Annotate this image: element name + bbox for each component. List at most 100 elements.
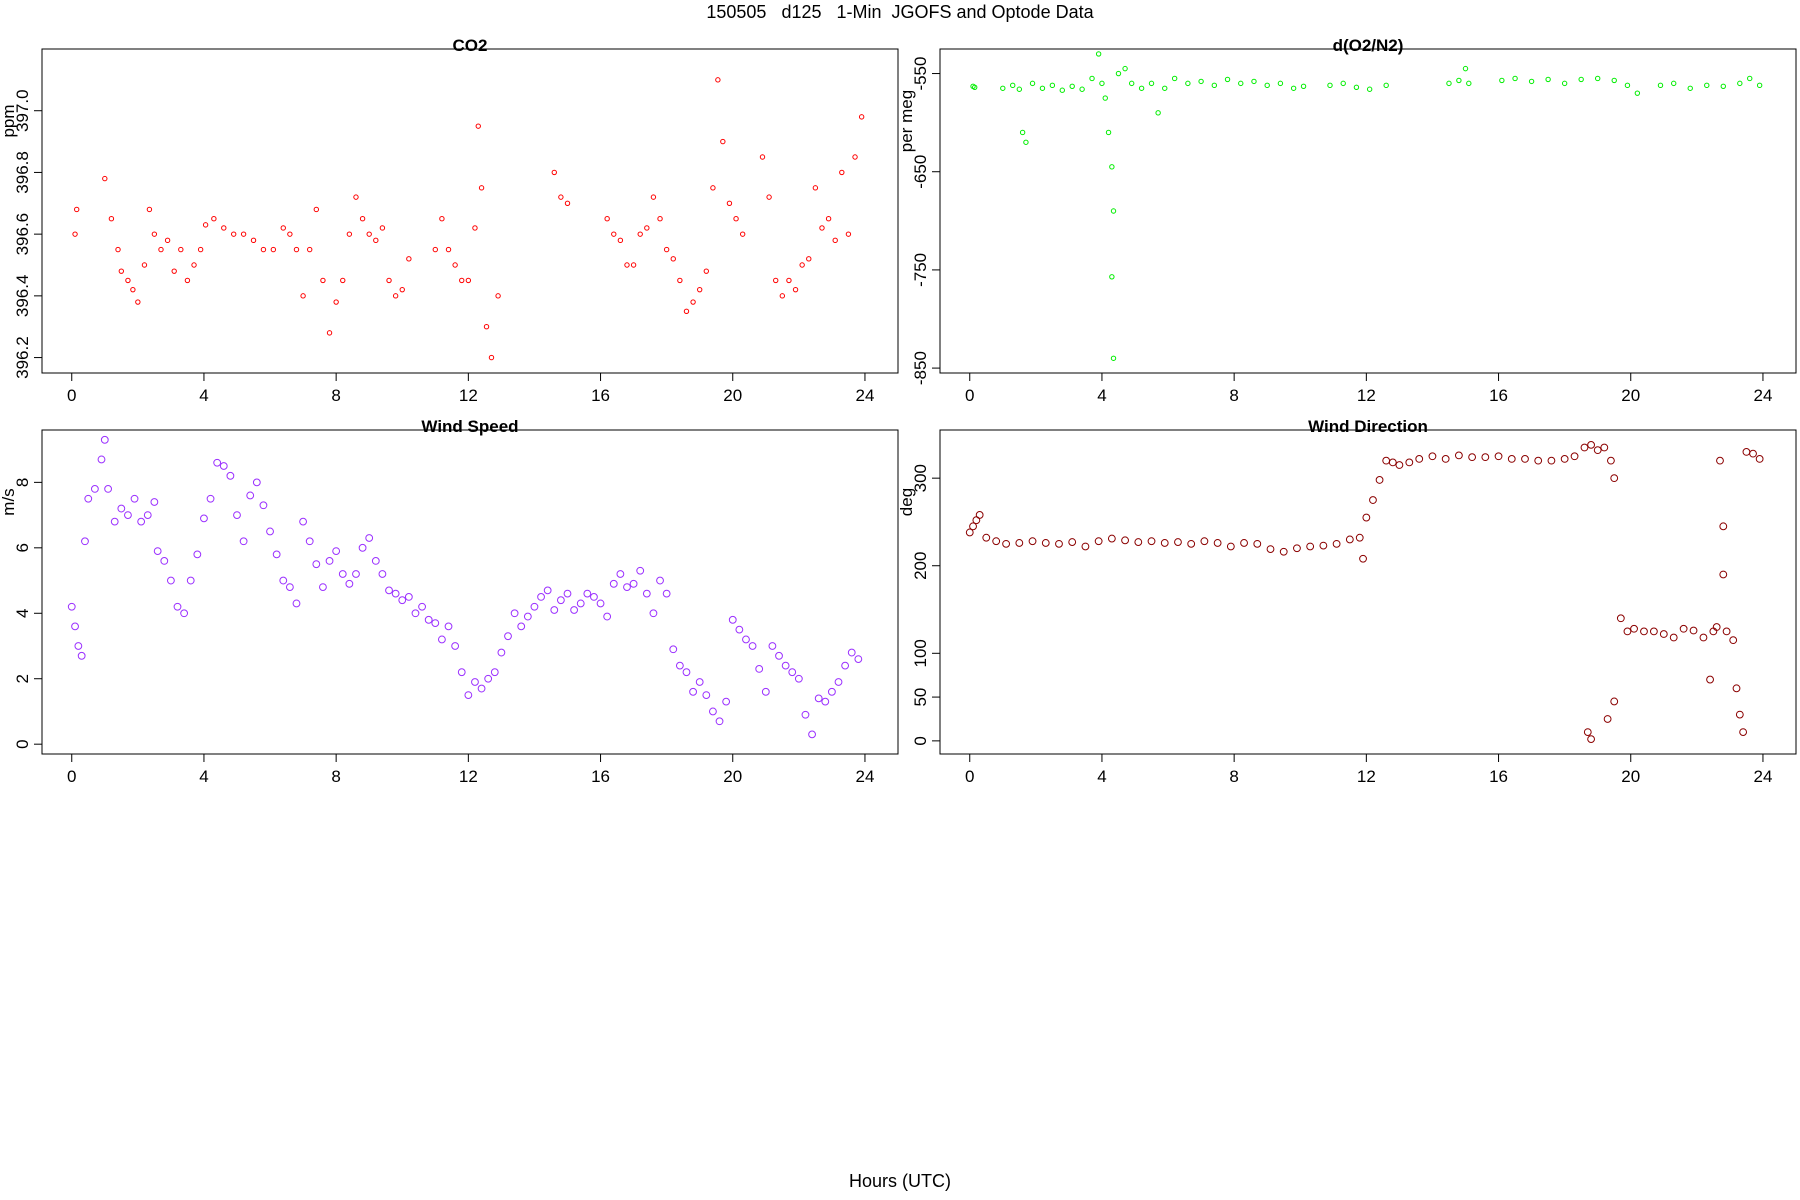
data-point [1293,544,1301,553]
data-point [1624,82,1631,89]
data-point [834,678,843,686]
data-point [847,648,856,657]
data-point [657,216,663,222]
data-point [1383,82,1389,89]
data-point [1719,570,1728,579]
data-point [715,77,721,83]
data-point [852,154,858,160]
data-point [150,498,159,506]
data-point [178,246,184,253]
data-point [537,593,545,601]
data-point [186,576,195,585]
data-point [1266,545,1275,553]
data-point [1079,86,1085,92]
data-point [1547,456,1556,465]
x-tick-label: 24 [855,767,874,786]
data-point [1081,542,1090,551]
data-point [406,256,412,262]
data-point [1729,636,1738,645]
data-point [160,557,169,565]
data-point [272,550,281,559]
x-tick-label: 0 [67,386,76,405]
data-point [1594,75,1601,82]
data-point [166,576,175,585]
y-axis-label: deg [897,488,916,516]
x-tick-label: 0 [965,386,974,405]
data-point [444,622,453,631]
data-point [333,299,339,305]
data-point [1749,449,1757,458]
data-point [313,206,320,213]
data-point [1603,715,1612,723]
data-point [1198,78,1204,85]
data-point [143,511,152,519]
data-point [1155,110,1161,116]
data-point [300,293,306,299]
data-point [280,225,286,231]
data-point [497,648,506,657]
y-tick-label: 0 [911,736,930,745]
data-point [504,632,512,641]
data-point [1099,80,1105,87]
data-point [1089,75,1095,82]
data-point [722,697,731,706]
data-point [452,262,458,268]
plot-frame [41,429,899,755]
data-point [392,293,399,299]
data-point [146,206,153,213]
data-point [117,504,126,513]
data-point [1578,76,1584,83]
data-point [193,550,202,559]
chart-title: d(O2/N2) [1333,36,1404,55]
data-point [483,324,490,330]
data-point [72,231,78,237]
data-point [703,268,710,274]
data-point [151,231,158,237]
data-point [1110,355,1117,361]
data-point [74,642,83,650]
data-point [1095,51,1102,57]
data-point [556,596,565,605]
data-point [180,609,189,618]
data-point [319,583,327,591]
x-tick-label: 20 [723,386,742,405]
data-point [689,687,697,696]
y-tick-label: -750 [911,253,930,287]
data-point [292,599,301,608]
data-point [439,216,445,222]
data-point [293,246,300,253]
data-point [1737,80,1743,87]
data-point [726,200,733,206]
data-point [173,602,182,611]
x-tick-label: 20 [1621,767,1640,786]
x-tick-label: 12 [459,767,478,786]
data-point [972,84,978,90]
data-point [611,231,617,237]
data-point [124,511,132,519]
data-point [67,602,76,611]
data-point [854,655,863,663]
data-point [471,678,479,686]
data-point [213,458,222,467]
data-point [670,256,676,262]
data-point [475,123,481,129]
x-tick-label: 4 [1097,386,1106,405]
data-point [662,589,671,598]
data-point [1115,70,1122,77]
data-point [158,246,164,253]
data-point [287,231,293,237]
plot-frame [939,429,1797,755]
data-point [682,668,691,677]
data-point [517,622,526,631]
data-point [563,589,572,598]
x-tick-label: 16 [591,767,610,786]
data-point [1610,474,1619,483]
data-point [1110,208,1117,214]
data-point [197,246,204,253]
data-point [359,216,366,222]
x-tick-label: 0 [67,767,76,786]
data-point [550,606,559,614]
data-point [1415,454,1424,463]
data-point [773,277,779,284]
